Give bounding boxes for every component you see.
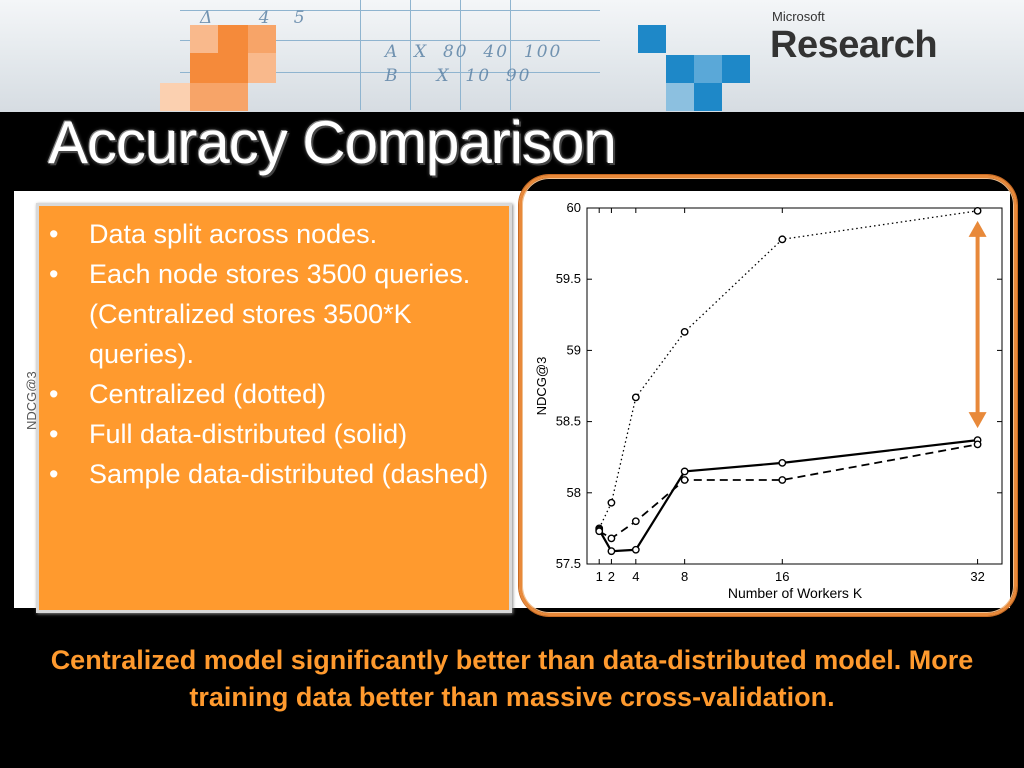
data-point-dashed <box>680 476 689 484</box>
series-layer <box>595 206 982 556</box>
x-tick-label: 2 <box>608 569 615 584</box>
slide-caption: Centralized model significantly better t… <box>50 645 974 712</box>
y-axis-ticks: 57.5 58 58.5 59 59.5 60 <box>556 200 1002 571</box>
x-tick-label: 8 <box>681 569 688 584</box>
y-tick-label: 59 <box>567 342 581 357</box>
bullet-item: Centralized (dotted) <box>39 374 501 414</box>
series-line-solid <box>598 439 978 553</box>
chart-highlight-frame <box>519 175 1017 616</box>
x-axis-ticks: 1 2 4 8 16 32 <box>596 208 985 584</box>
data-point-dotted <box>778 235 787 244</box>
data-point-dashed <box>973 440 982 449</box>
data-point-solid <box>607 547 616 556</box>
data-point-dashed <box>778 476 787 484</box>
y-tick-label: 60 <box>567 200 581 215</box>
bullet-item: Data split across nodes. <box>39 214 501 254</box>
accuracy-line-chart: 57.5 58 58.5 59 59.5 60 1 2 4 8 16 32 NDCG@3 Numbe… <box>534 200 1003 601</box>
data-point-dotted <box>631 393 640 402</box>
arrow-head-bottom <box>968 412 987 429</box>
logo-microsoft: Microsoft <box>772 9 825 24</box>
bullet-item: Each node stores 3500 queries. (Centrali… <box>39 254 501 374</box>
series-line-dotted <box>598 210 978 529</box>
bullet-box: Data split across nodes. Each node store… <box>36 203 512 613</box>
data-point-solid <box>778 458 787 467</box>
data-point-dashed <box>607 534 616 543</box>
data-point-dashed <box>595 527 604 536</box>
y-tick-label: 57.5 <box>556 556 581 571</box>
x-tick-label: 4 <box>632 569 639 584</box>
data-point-dotted <box>680 327 689 336</box>
logo-research: Research <box>770 24 938 66</box>
x-tick-label: 32 <box>970 569 984 584</box>
x-axis-label: Number of Workers K <box>728 585 863 601</box>
y-tick-label: 58 <box>567 485 581 500</box>
bullet-item: Sample data-distributed (dashed) <box>39 454 501 494</box>
data-point-solid <box>680 467 689 476</box>
data-point-dashed <box>631 517 640 526</box>
x-tick-label: 16 <box>775 569 789 584</box>
data-point-solid <box>631 545 640 554</box>
y-axis-label: NDCG@3 <box>534 357 549 416</box>
x-tick-label: 1 <box>596 569 603 584</box>
data-point-dotted <box>973 206 982 215</box>
data-point-dotted <box>607 498 616 507</box>
arrow-head-top <box>968 220 987 237</box>
header-banner: A X 80 40 100 B X 10 90 Δ 4 5 Microsoft … <box>0 0 1024 112</box>
series-line-dashed <box>598 443 978 540</box>
plot-area <box>586 207 1003 565</box>
y-tick-label: 58.5 <box>556 414 581 429</box>
annotation-arrow <box>968 220 987 429</box>
y-tick-label: 59.5 <box>556 271 581 286</box>
bullet-list: Data split across nodes. Each node store… <box>39 206 509 494</box>
bullet-item: Full data-distributed (solid) <box>39 414 501 454</box>
slide-title: Accuracy Comparison <box>48 109 617 176</box>
